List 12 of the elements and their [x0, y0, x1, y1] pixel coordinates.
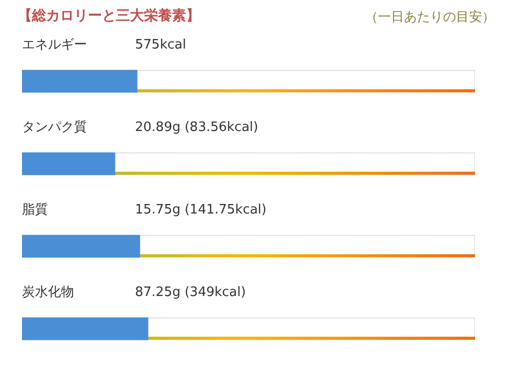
- y-tick-label: 炭水化物: [22, 285, 74, 300]
- annotation: 20.89g (83.56kcal): [135, 120, 258, 136]
- bar: [22, 152, 116, 176]
- annotation: 15.75g (141.75kcal): [135, 202, 266, 218]
- annotation: 87.25g (349kcal): [135, 285, 246, 300]
- y-tick-label: タンパク質: [22, 120, 87, 136]
- y-tick-label: エネルギー: [22, 38, 87, 53]
- text: （一日あたりの目安）: [365, 9, 495, 26]
- chart-title: 【総カロリーと三大栄養素】: [18, 7, 200, 25]
- bar: [22, 70, 138, 93]
- y-tick-label: 脂質: [22, 202, 48, 218]
- annotation: 575kcal: [135, 38, 186, 53]
